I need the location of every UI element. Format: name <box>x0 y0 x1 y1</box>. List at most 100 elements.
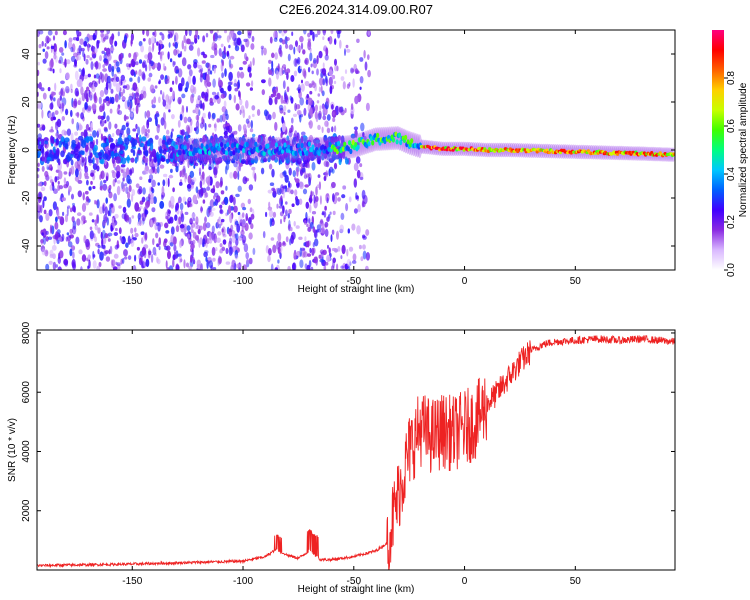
heatmap-cell <box>272 244 277 254</box>
heatmap-cell <box>157 222 161 232</box>
heatmap-cell <box>130 157 135 163</box>
heatmap-cell <box>287 109 291 113</box>
heatmap-cell <box>206 73 210 83</box>
heatmap-cell <box>156 243 160 248</box>
heatmap-cell <box>182 149 186 155</box>
heatmap-cell <box>40 145 45 154</box>
heatmap-cell <box>223 130 228 136</box>
heatmap-cell <box>199 180 203 189</box>
heatmap-cell <box>211 112 216 120</box>
heatmap-cell <box>224 68 227 77</box>
heatmap-cell <box>196 263 202 270</box>
heatmap-cell <box>94 30 98 38</box>
heatmap-cell <box>185 172 188 180</box>
heatmap-cell <box>245 82 251 87</box>
heatmap-cell <box>101 229 106 239</box>
heatmap-cell <box>304 184 310 188</box>
heatmap-cell <box>195 216 199 226</box>
heatmap-cell <box>225 185 228 191</box>
heatmap-cell <box>57 266 62 270</box>
heatmap-cell <box>181 40 184 50</box>
heatmap-cell <box>228 71 233 82</box>
heatmap-cell <box>284 174 289 183</box>
heatmap-cell <box>248 257 253 265</box>
heatmap-cell <box>128 95 133 102</box>
heatmap-cell <box>209 211 214 217</box>
heatmap-cell <box>242 124 247 132</box>
heatmap-cell <box>154 135 159 140</box>
heatmap-cell <box>315 196 319 202</box>
heatmap-cell <box>134 227 137 233</box>
heatmap-cell <box>167 51 170 60</box>
heatmap-cell <box>37 61 40 66</box>
heatmap-cell <box>268 201 271 208</box>
heatmap-cell <box>109 36 114 46</box>
heatmap-cell <box>305 150 309 156</box>
heatmap-cell <box>130 40 133 45</box>
heatmap-cell <box>129 168 133 176</box>
heatmap-cell <box>112 79 117 87</box>
heatmap-cell <box>193 217 195 222</box>
heatmap-cell <box>197 228 201 235</box>
heatmap-cell <box>58 170 63 180</box>
heatmap-cell <box>184 211 189 215</box>
heatmap-cell <box>163 148 167 155</box>
heatmap-cell <box>209 231 212 241</box>
heatmap-cell <box>323 264 327 270</box>
heatmap-cell <box>288 238 292 246</box>
heatmap-cell <box>367 54 370 60</box>
heatmap-cell <box>95 200 98 205</box>
heatmap-cell <box>324 205 327 211</box>
heatmap-cell <box>80 266 83 270</box>
heatmap-cell <box>139 205 143 210</box>
snr-x-tick-label: -150 <box>122 576 142 587</box>
heatmap-cell <box>268 209 274 218</box>
heatmap-cell <box>307 227 312 232</box>
heatmap-cell <box>52 253 56 260</box>
heatmap-cell <box>362 244 366 250</box>
heatmap-cell <box>347 228 350 234</box>
heatmap-cell <box>67 205 71 209</box>
heatmap-cell <box>45 263 50 270</box>
heatmap-cell <box>177 68 183 78</box>
heatmap-cell <box>66 232 70 236</box>
heatmap-cell <box>81 203 87 212</box>
heatmap-cell <box>37 100 42 110</box>
heatmap-cell <box>107 54 112 61</box>
heatmap-cell <box>361 189 366 200</box>
heatmap-cell <box>144 111 147 119</box>
heatmap-cell <box>359 163 363 168</box>
heatmap-cell <box>224 150 229 156</box>
heatmap-cell <box>53 54 57 60</box>
heatmap-cell <box>37 139 40 146</box>
heatmap-cell <box>252 133 256 137</box>
heatmap-cell <box>302 156 309 165</box>
heatmap-cell <box>233 196 236 206</box>
heatmap-cell <box>37 196 42 204</box>
heatmap-cell <box>88 186 92 191</box>
heatmap-cell <box>116 66 121 73</box>
heatmap-cell <box>182 196 186 203</box>
heatmap-cell <box>254 172 257 182</box>
heatmap-cell <box>147 77 151 82</box>
heatmap-cell <box>226 50 230 56</box>
heatmap-cell <box>250 43 255 50</box>
heatmap-cell <box>114 213 119 219</box>
heatmap-cell <box>160 157 166 162</box>
heatmap-cell <box>333 162 338 170</box>
heatmap-cell <box>284 185 287 193</box>
heatmap-cell <box>259 145 263 151</box>
heatmap-cell <box>156 256 159 263</box>
heatmap-cell <box>65 72 70 80</box>
heatmap-cell <box>313 57 317 64</box>
heatmap-cell <box>148 250 152 256</box>
heatmap-cell <box>270 93 274 98</box>
heatmap-cell <box>344 263 349 270</box>
heatmap-cell <box>71 118 74 125</box>
heatmap-cell <box>313 194 316 204</box>
heatmap-cell <box>62 211 65 216</box>
heatmap-cell <box>303 242 306 247</box>
heatmap-cell <box>97 115 102 120</box>
heatmap-cell <box>198 239 201 248</box>
snr-x-tick-label: 0 <box>462 576 468 587</box>
